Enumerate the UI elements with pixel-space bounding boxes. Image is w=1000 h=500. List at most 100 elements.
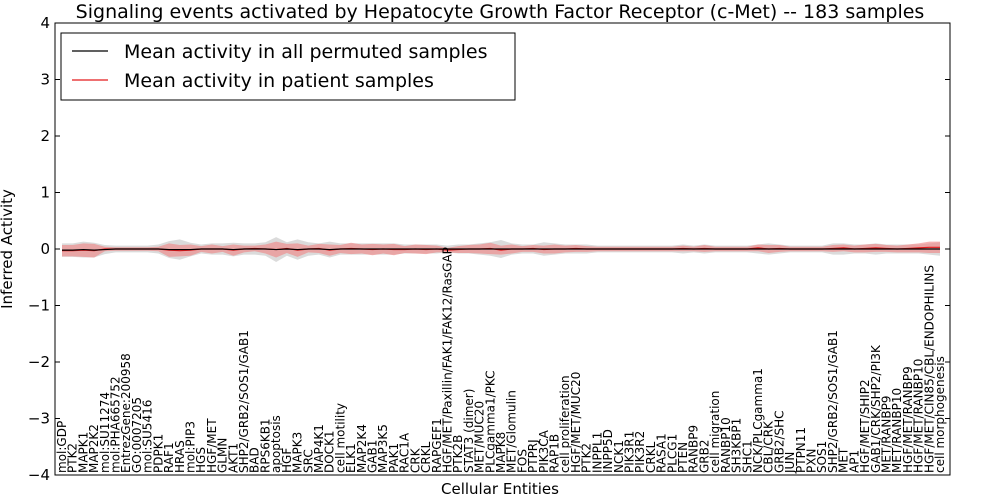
x-entity-label: HGF/MET/RANBP9 xyxy=(901,366,915,473)
legend-label-permuted: Mean activity in all permuted samples xyxy=(124,41,487,63)
x-entity-label: PLCgamma1/PKC xyxy=(483,370,497,473)
x-entity-label: PLCG1 xyxy=(665,434,679,473)
x-entity-label: AKT1 xyxy=(226,443,240,473)
x-entity-label: SRC xyxy=(301,449,315,473)
x-entity-label: PTPN11 xyxy=(794,427,808,473)
x-entity-label: CBL/CRK xyxy=(762,420,776,473)
y-tick-label: 3 xyxy=(40,71,50,89)
y-tick-label: 1 xyxy=(40,184,50,202)
x-entity-label: PTK2B xyxy=(451,435,465,473)
x-entity-label: GAB1/CRK/SHP2/PI3K xyxy=(869,344,883,473)
x-entity-label: MAPK8 xyxy=(494,432,508,473)
x-entity-label: GO:0007205 xyxy=(130,397,144,473)
x-entity-label: HGS xyxy=(194,447,208,473)
x-entity-label: RAC1A xyxy=(398,432,412,473)
x-entity-label: PDPK1 xyxy=(151,434,165,473)
x-entity-label: RANBP10 xyxy=(719,417,733,473)
legend: Mean activity in all permuted samples Me… xyxy=(60,32,516,101)
x-entity-label: BAD xyxy=(248,447,262,473)
x-entity-label: cell motility xyxy=(333,403,347,473)
x-axis-entity-labels: mol:GDPPTK2MAPK1MAP2K2mol:SU11274mol:PHA… xyxy=(55,247,947,474)
x-entity-label: RASA1 xyxy=(655,433,669,473)
chart-title: Signaling events activated by Hepatocyte… xyxy=(76,1,925,23)
x-entity-label: HGF/MET/SHIP2 xyxy=(858,379,872,473)
x-entity-label: mol:SU5416 xyxy=(141,400,155,473)
x-entity-label: PTEN xyxy=(676,442,690,473)
x-entity-label: MAP2K2 xyxy=(87,424,101,473)
x-entity-label: PIK3R2 xyxy=(633,431,647,473)
x-entity-label: STAT3 (dimer) xyxy=(462,389,476,473)
x-entity-label: MET/Glomulin xyxy=(505,390,519,473)
x-entity-label: MAPK3 xyxy=(291,432,305,473)
y-tick-label: 2 xyxy=(40,127,50,145)
x-entity-label: cell morphogenesis xyxy=(933,356,947,473)
x-entity-label: PTK2 xyxy=(66,443,80,473)
x-entity-label: HGF/MET/MUC20 xyxy=(569,372,583,473)
x-entity-label: CRKL xyxy=(644,441,658,473)
x-entity-label: MET/RANBP10 xyxy=(890,388,904,473)
x-entity-label: DOCK1 xyxy=(323,430,337,473)
x-entity-label: FOS xyxy=(515,449,529,473)
x-entity-label: mol:PHA665752 xyxy=(109,376,123,473)
x-entity-label: RAPGEF1 xyxy=(430,418,444,473)
series-lines xyxy=(62,246,940,252)
x-entity-label: PXN xyxy=(805,449,819,473)
x-entity-label: MAP3K5 xyxy=(376,424,390,473)
x-entity-label: NCK1 xyxy=(612,440,626,473)
x-entity-label: cell proliferation xyxy=(558,375,572,473)
x-entity-label: SH3KBP1 xyxy=(730,418,744,473)
x-entity-label: ELK1 xyxy=(344,443,358,473)
x-entity-label: MET/RANBP9 xyxy=(879,396,893,473)
x-entity-label: HGF xyxy=(280,448,294,473)
legend-box xyxy=(60,32,516,101)
x-entity-label: RANBP9 xyxy=(687,425,701,473)
x-entity-label: GRB2 xyxy=(697,439,711,473)
x-entity-label: MET/MUC20 xyxy=(473,401,487,473)
y-tick-label: 4 xyxy=(40,14,50,32)
y-tick-label: 0 xyxy=(40,240,50,258)
x-entity-label: MAP4K1 xyxy=(312,424,326,473)
y-tick-label: −2 xyxy=(28,353,50,371)
x-entity-label: PIK3R1 xyxy=(622,431,636,473)
x-entity-label: mol:SU11274 xyxy=(98,392,112,473)
x-entity-label: MET xyxy=(837,447,851,473)
permuted-mean-line xyxy=(62,248,940,251)
x-entity-label: PAK1 xyxy=(387,443,401,473)
x-entity-label: CRK xyxy=(408,447,422,473)
y-tick-label: −4 xyxy=(28,466,50,484)
y-tick-label: −1 xyxy=(28,297,50,315)
x-entity-label: INPP5D xyxy=(601,429,615,473)
x-entity-label: PTK2 xyxy=(580,443,594,473)
x-entity-label: GLMN xyxy=(216,438,230,473)
x-entity-label: PTPRJ xyxy=(526,439,540,473)
legend-label-patient: Mean activity in patient samples xyxy=(124,70,434,92)
x-entity-label: INPPL1 xyxy=(590,432,604,473)
y-axis-label: Inferred Activity xyxy=(0,189,16,309)
x-entity-label: GAB1 xyxy=(366,440,380,473)
x-entity-label: MAP2K4 xyxy=(355,424,369,473)
x-entity-label: AP1 xyxy=(847,450,861,473)
x-entity-label: HGF/MET/Paxillin/FAK1/FAK12/RasGAP xyxy=(440,247,454,473)
x-entity-label: SHP2/GRB2/SOS1/GAB1 xyxy=(826,330,840,473)
x-entity-label: MAPK1 xyxy=(76,432,90,473)
x-entity-label: mol:GDP xyxy=(55,421,69,473)
x-entity-label: RAP1B xyxy=(548,434,562,473)
x-entity-label: EntrezGene:200958 xyxy=(119,353,133,473)
x-entity-label: HGF/MET/CIN85/CBL/ENDOPHILINS xyxy=(922,265,936,473)
x-entity-label: NCK/PLCgamma1 xyxy=(751,368,765,473)
x-entity-label: CRKL xyxy=(419,441,433,473)
x-entity-label: cell migration xyxy=(708,391,722,473)
x-entity-label: SOS1 xyxy=(815,441,829,473)
x-entity-label: PIK3CA xyxy=(537,429,551,473)
x-entity-label: GRB2/SHC xyxy=(772,410,786,473)
x-entity-label: RPS6KB1 xyxy=(258,418,272,473)
y-tick-label: −3 xyxy=(28,410,50,428)
x-entity-label: RAF1 xyxy=(162,442,176,473)
x-entity-label: HGF/MET xyxy=(205,418,219,473)
x-entity-label: HGF/MET/RANBP10 xyxy=(912,359,926,473)
x-entity-label: SHP2/GRB2/SOS1/GAB1 xyxy=(237,330,251,473)
x-entity-label: apoptosis xyxy=(269,415,283,473)
y-axis-ticks: 4 3 2 1 0 −1 −2 −3 −4 xyxy=(28,14,950,484)
x-entity-label: JUN xyxy=(783,452,797,474)
